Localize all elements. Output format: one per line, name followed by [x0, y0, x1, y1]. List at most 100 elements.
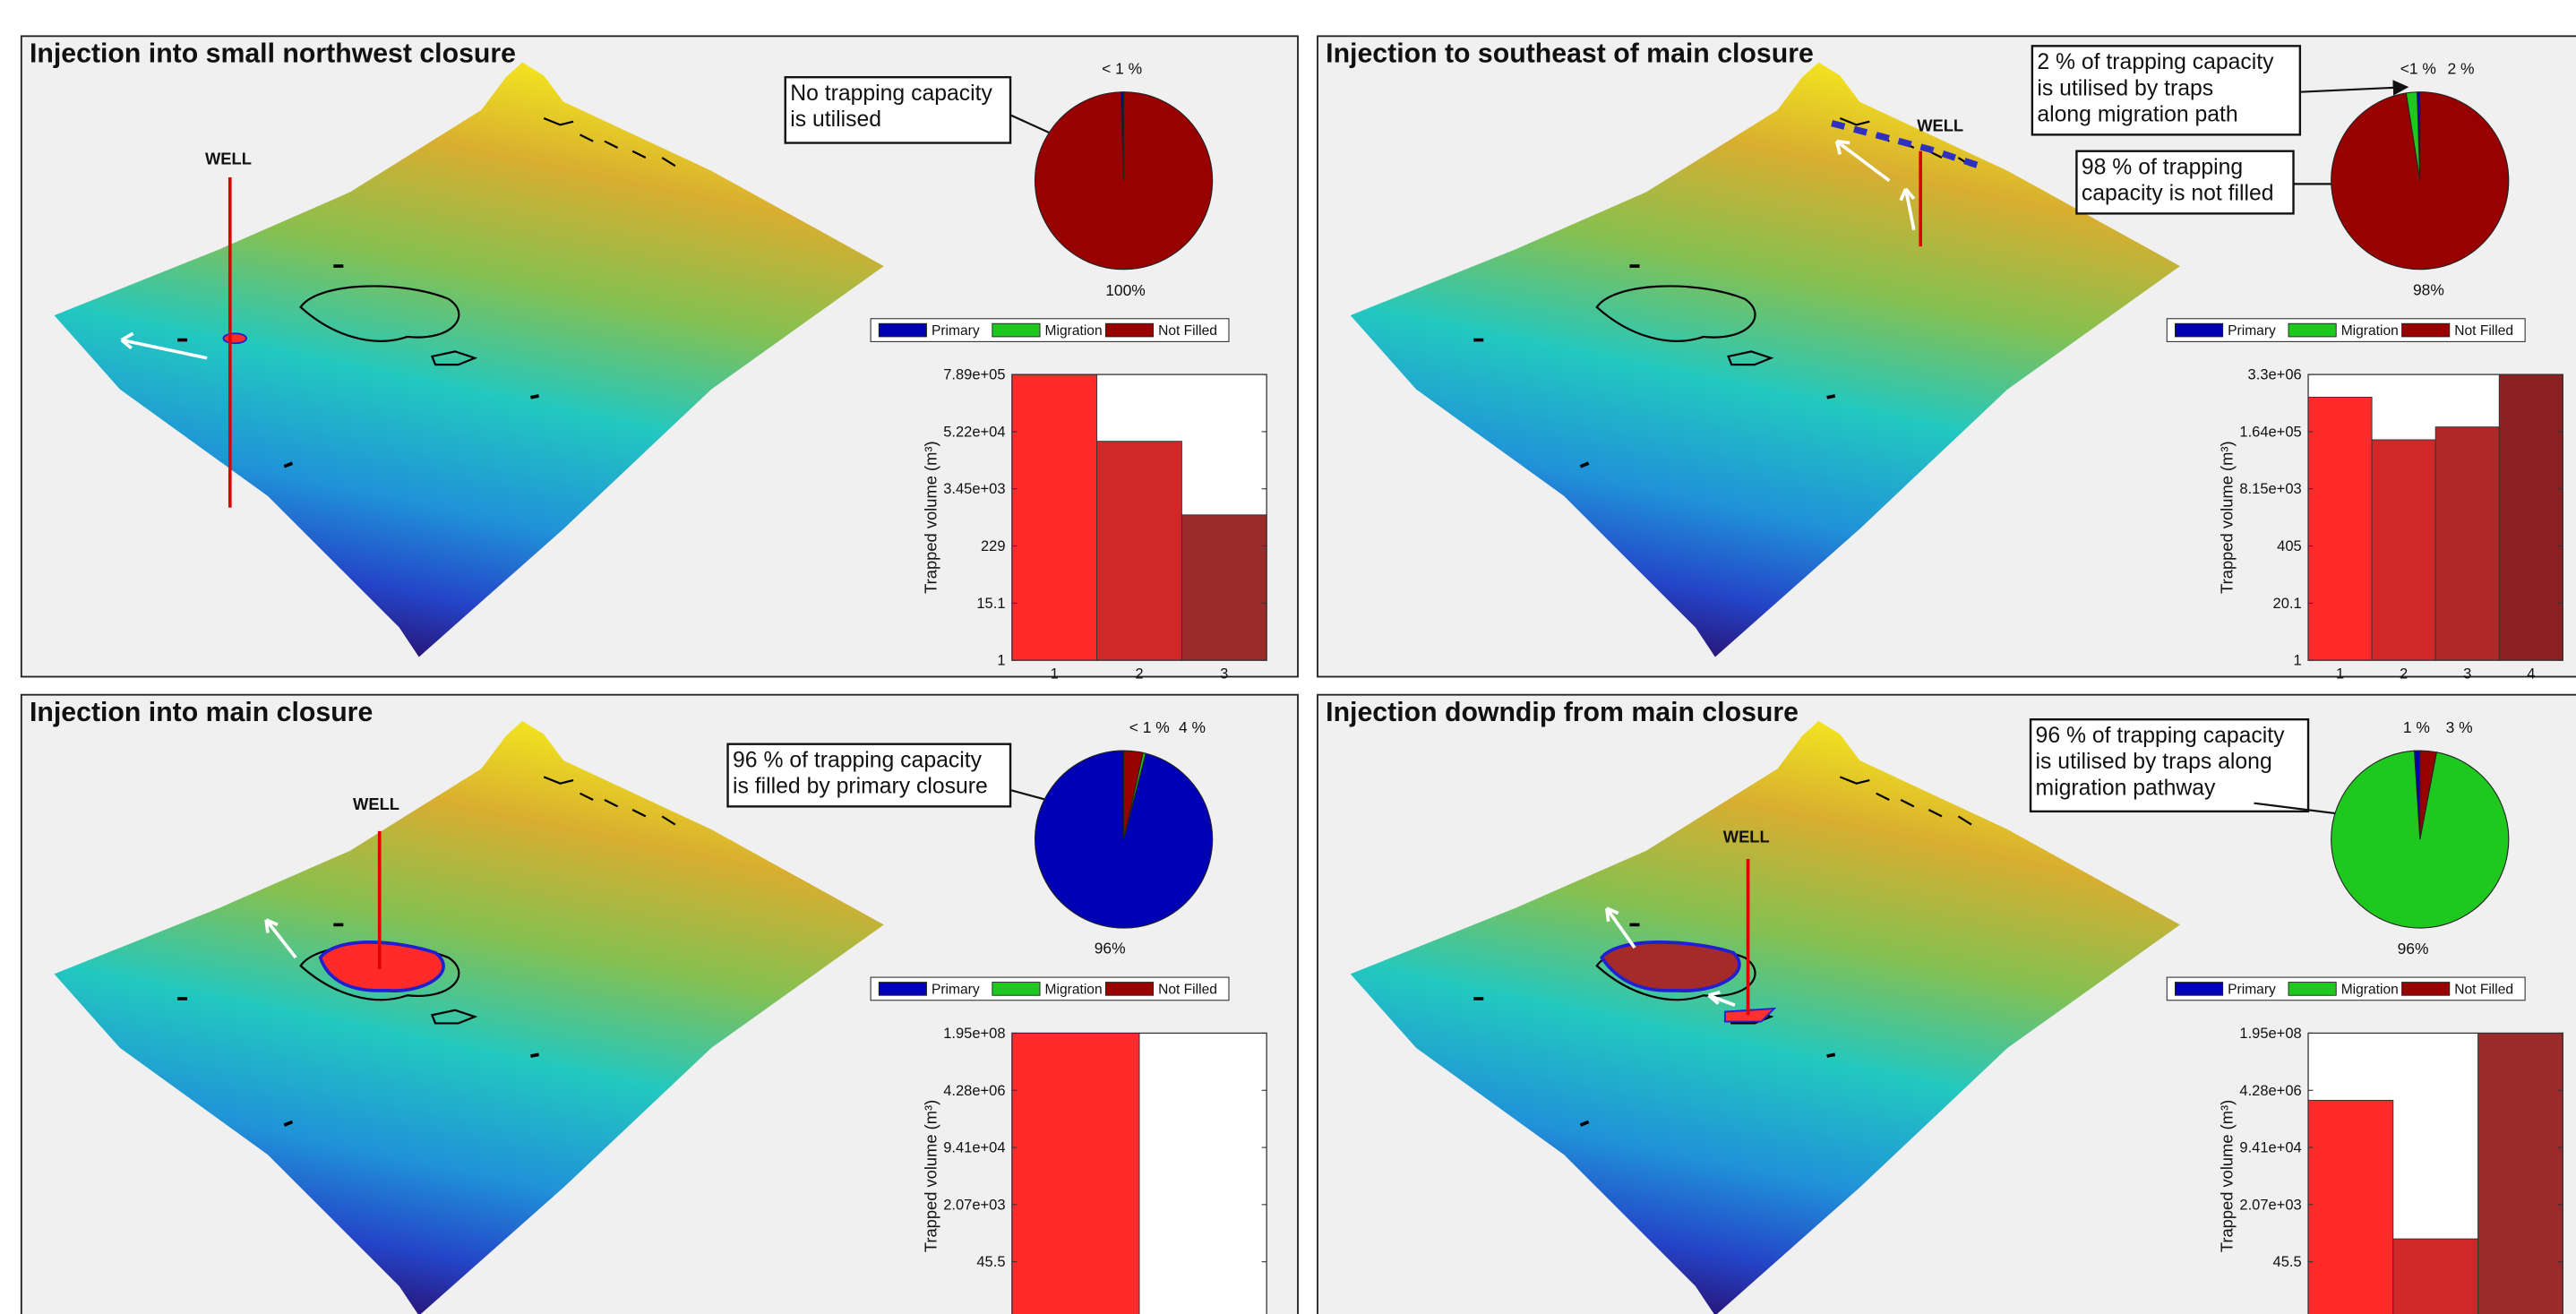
plume — [222, 332, 248, 345]
y-axis-label: Trapped volume (m³) — [2218, 441, 2237, 593]
bar — [2498, 374, 2563, 661]
y-tick-label: 5.22e+04 — [943, 424, 1005, 440]
y-tick-label: 1 — [2294, 653, 2302, 669]
bar — [2392, 1238, 2479, 1314]
bar — [2477, 1032, 2563, 1314]
pie-label: < 1 % — [1102, 60, 1142, 78]
y-tick-label: 405 — [2277, 538, 2302, 554]
annotation-text: migration pathway — [2036, 777, 2217, 801]
y-tick-label: 7.89e+05 — [943, 367, 1005, 383]
pie-chart: Injection to southeast of main closure WE… — [1326, 39, 2526, 342]
pie-slice — [2419, 750, 2437, 840]
pie-label: 96% — [1095, 939, 1126, 957]
plume — [318, 940, 445, 992]
pie-label: 100% — [1105, 281, 1146, 299]
x-tick-label: 2 — [2400, 666, 2408, 682]
annotation-box — [726, 743, 1012, 808]
legend-label: Primary — [932, 323, 980, 339]
legend-label: Not Filled — [1158, 323, 1217, 339]
bar — [1011, 374, 1098, 661]
bar — [2307, 1099, 2394, 1314]
legend-swatch — [2288, 982, 2337, 996]
pie-label: 98% — [2413, 281, 2444, 299]
legend-label: Primary — [2228, 982, 2276, 997]
annotation-text: 98 % of trapping — [2082, 155, 2243, 179]
legend-swatch — [2401, 982, 2451, 996]
y-tick-label: 4.28e+06 — [943, 1083, 1005, 1099]
x-tick-label: 3 — [2463, 666, 2471, 682]
panel-title: Injection into main closure — [30, 698, 373, 727]
bar-chart: 1 2 3 4 1 20.1 405 8.15e+03 1.64e+05 3.3e+06 Trapp… — [2218, 367, 2563, 682]
y-tick-label: 9.41e+04 — [2239, 1140, 2301, 1156]
y-axis-label: Trapped volume (m³) — [921, 1100, 940, 1252]
annotation-text: is filled by primary closure — [733, 775, 988, 799]
x-tick-label: 4 — [2527, 666, 2535, 682]
annotation-arrow — [2299, 80, 2409, 96]
legend-label: Migration — [1045, 982, 1103, 997]
well-label: WELL — [353, 794, 399, 813]
well-label: WELL — [1917, 116, 1963, 135]
legend-label: Migration — [2341, 982, 2399, 997]
legend-swatch — [878, 982, 927, 996]
y-tick-label: 1.95e+08 — [943, 1026, 1005, 1042]
pie-label: 4 % — [1179, 718, 1206, 736]
y-tick-label: 8.15e+03 — [2239, 481, 2301, 497]
y-tick-label: 9.41e+04 — [943, 1140, 1005, 1156]
annotation-box — [784, 75, 1012, 144]
legend-swatch — [1104, 322, 1155, 338]
legend-label: Primary — [932, 982, 980, 997]
annotation-text: is utilised — [790, 107, 881, 132]
bar — [1011, 1032, 1140, 1314]
annotation-text: 96 % of trapping capacity — [2036, 724, 2286, 748]
annotation-box — [2029, 717, 2310, 813]
pie-chart: Injection downdip from main closure WELL 9… — [1326, 698, 2526, 1016]
y-axis-label: Trapped volume (m³) — [2218, 1100, 2237, 1252]
annotation-text: capacity is not filled — [2082, 182, 2274, 206]
annotation-text: is utilised by traps — [2037, 76, 2213, 100]
bar — [2371, 439, 2436, 661]
legend-label: Not Filled — [1158, 982, 1217, 997]
y-tick-label: 2.07e+03 — [943, 1197, 1005, 1213]
legend-label: Not Filled — [2454, 323, 2513, 339]
y-tick-label: 229 — [981, 538, 1006, 554]
pie-label: 1 % — [2403, 718, 2430, 736]
pie-label: <1 % — [2400, 60, 2436, 78]
panel-title: Injection into small northwest closure — [30, 39, 516, 69]
y-tick-label: 3.45e+03 — [943, 481, 1005, 497]
legend-swatch — [1104, 982, 1155, 996]
x-tick-label: 2 — [1135, 666, 1143, 682]
legend-box — [870, 976, 1230, 1001]
annotation-box — [2031, 45, 2302, 136]
panel-title: Injection to southeast of main closure — [1326, 39, 1814, 69]
legend-box — [870, 318, 1230, 342]
legend-box — [2166, 976, 2526, 1001]
pie-label: 2 % — [2448, 60, 2475, 78]
pie-label: < 1 % — [1129, 718, 1170, 736]
plot-frame — [1011, 1032, 1267, 1314]
pie-chart: Injection into small northwest closure WE… — [30, 39, 1230, 508]
bar-chart: 1 2 3 1 15.1 229 3.45e+03 5.22e+04 7.89e+05 Trapp… — [921, 367, 1267, 682]
x-tick-label: 1 — [2336, 666, 2344, 682]
legend-swatch — [2401, 322, 2451, 338]
pie-slice — [2331, 750, 2510, 929]
y-tick-label: 1.64e+05 — [2239, 424, 2301, 440]
y-tick-label: 45.5 — [2273, 1254, 2302, 1270]
annotation-text: 96 % of trapping capacity — [733, 748, 983, 772]
annotation-text: is utilised by traps along — [2036, 750, 2272, 774]
legend-box — [2166, 318, 2526, 342]
plot-frame — [2307, 1032, 2563, 1314]
legend-label: Not Filled — [2454, 982, 2513, 997]
pie-label: 3 % — [2446, 718, 2473, 736]
bar — [1181, 514, 1267, 661]
annotation-box — [2075, 150, 2295, 215]
plume — [1831, 119, 1981, 169]
y-tick-label: 45.5 — [976, 1254, 1005, 1270]
annotation-text: along migration path — [2037, 103, 2237, 127]
y-axis-label: Trapped volume (m³) — [921, 441, 940, 593]
bar-chart: 45.5 2.07e+03 9.41e+04 4.28e+06 1.95e+08 Trap… — [2218, 1026, 2563, 1314]
bar-chart: 45.5 2.07e+03 9.41e+04 4.28e+06 1.95e+08 Trap… — [921, 1026, 1267, 1314]
pie-label: 96% — [2398, 940, 2429, 958]
x-tick-label: 3 — [1220, 666, 1228, 682]
x-tick-label: 1 — [1051, 666, 1059, 682]
